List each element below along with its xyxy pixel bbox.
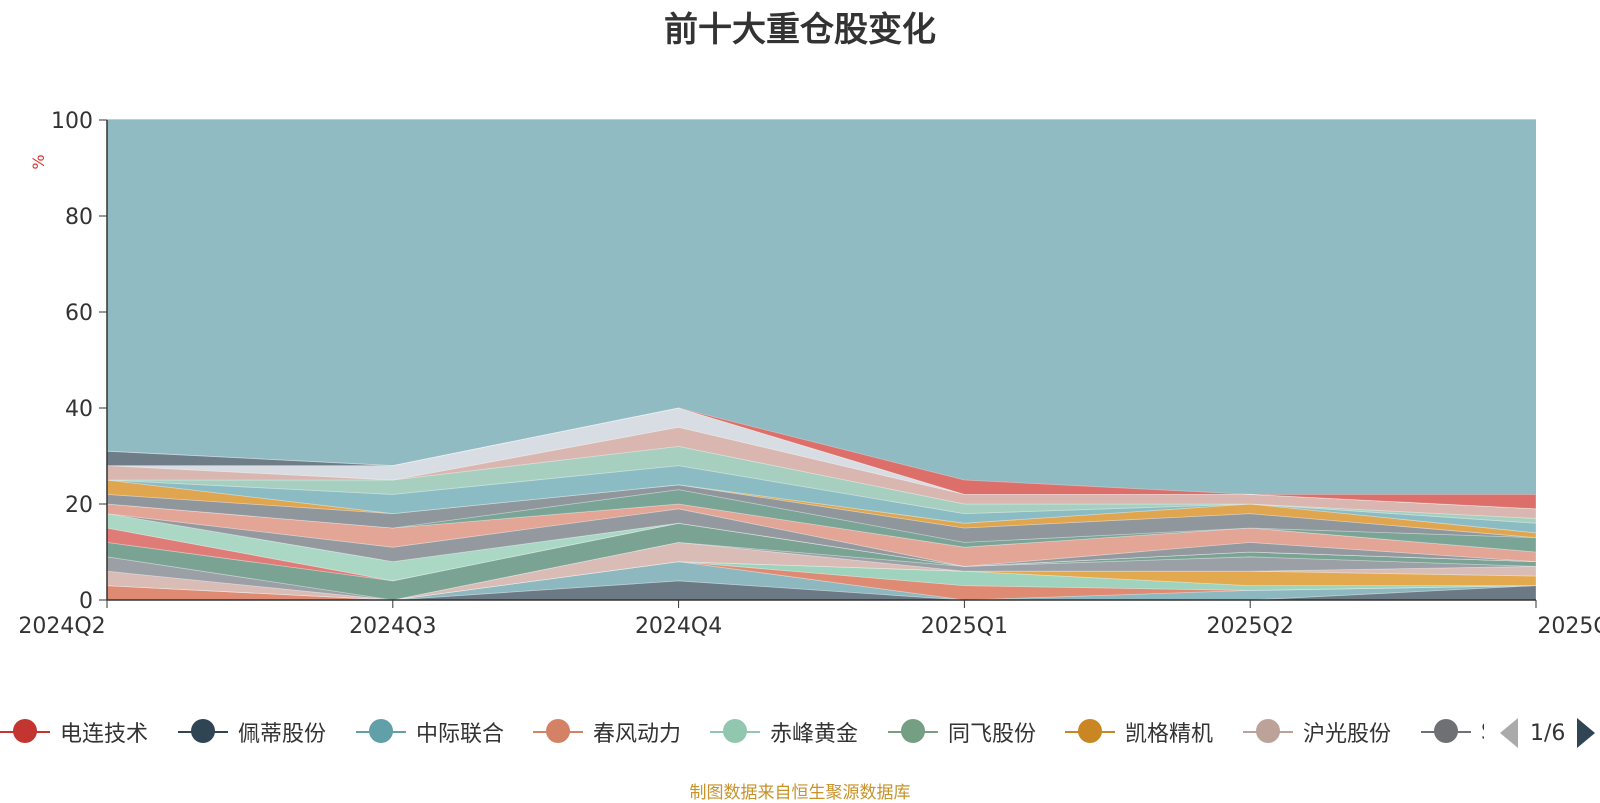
area-chart: 0 20 40 60 80 100 2024Q2 2024Q3 2024Q4 2025Q1 2025… xyxy=(18,109,1600,639)
chart-title: 前十大重仓股变化 xyxy=(664,10,936,50)
source-note: 制图数据来自恒生聚源数据库 xyxy=(689,783,911,803)
legend-line-icon xyxy=(356,719,406,743)
legend-label: 同飞股份 xyxy=(948,722,1037,747)
legend-marker-icon xyxy=(191,719,215,743)
legend-label: 佩蒂股份 xyxy=(238,722,327,747)
legend-line-icon xyxy=(533,719,583,743)
legend-label: 沪光股份 xyxy=(1303,722,1392,747)
y-tick-label: 100 xyxy=(51,109,93,134)
legend-marker-icon xyxy=(901,719,925,743)
legend-label: 中际联合 xyxy=(416,722,505,747)
legend-line-icon xyxy=(1421,719,1471,743)
legend-item[interactable]: 同飞股份 xyxy=(888,712,1036,752)
legend-prev-arrow-icon[interactable] xyxy=(1500,718,1518,748)
legend-item[interactable]: 赤峰黄金 xyxy=(710,712,858,752)
x-tick-label: 2025Q3 xyxy=(1537,614,1600,639)
x-tick-label: 2025Q2 xyxy=(1207,614,1294,639)
legend-label: S xyxy=(1481,720,1484,745)
legend-item[interactable]: 电连技术 xyxy=(0,712,148,752)
legend-item[interactable]: 中际联合 xyxy=(356,712,504,752)
legend-next-arrow-icon[interactable] xyxy=(1577,718,1596,748)
legend-item[interactable]: 佩蒂股份 xyxy=(178,712,326,752)
y-tick-label: 40 xyxy=(65,397,93,422)
legend-line-icon xyxy=(0,719,50,743)
y-tick-label: 20 xyxy=(65,493,93,518)
legend-item[interactable]: 春风动力 xyxy=(533,712,681,752)
legend-pager: 1/6 xyxy=(1500,716,1596,750)
axis-layer: 0 20 40 60 80 100 2024Q2 2024Q3 2024Q4 2025Q1 2025… xyxy=(18,109,1600,639)
legend-marker-icon xyxy=(546,719,570,743)
legend-marker-icon xyxy=(369,719,393,743)
x-tick-label: 2024Q4 xyxy=(635,614,722,639)
y-axis-unit-label: % xyxy=(29,154,48,169)
legend-marker-icon xyxy=(723,719,747,743)
legend-line-icon xyxy=(178,719,228,743)
legend-item[interactable]: S xyxy=(1421,712,1484,752)
y-tick-label: 80 xyxy=(65,205,93,230)
legend-item[interactable]: 沪光股份 xyxy=(1243,712,1391,752)
legend-marker-icon xyxy=(1256,719,1280,743)
legend-page-indicator: 1/6 xyxy=(1530,720,1566,746)
legend-line-icon xyxy=(710,719,760,743)
x-tick-label: 2025Q1 xyxy=(921,614,1008,639)
area-s20[interactable] xyxy=(106,407,1537,510)
legend-line-icon xyxy=(1065,719,1115,743)
legend-marker-icon xyxy=(1434,719,1458,743)
legend-label: 电连技术 xyxy=(60,722,149,747)
legend-marker-icon xyxy=(13,719,37,743)
legend-line-icon xyxy=(888,719,938,743)
legend: 电连技术 佩蒂股份 中际联合 春风动力 赤峰黄金 同飞股份 凯格精机 沪光股份 S xyxy=(0,712,1484,752)
area-s21[interactable] xyxy=(106,407,1537,510)
area-s14[interactable] xyxy=(106,484,1537,543)
legend-marker-icon xyxy=(1078,719,1102,743)
legend-label: 赤峰黄金 xyxy=(770,722,859,747)
y-tick-label: 0 xyxy=(79,589,93,614)
y-tick-label: 60 xyxy=(65,301,93,326)
legend-label: 凯格精机 xyxy=(1125,722,1214,747)
legend-label: 春风动力 xyxy=(593,722,682,747)
legend-item[interactable]: 凯格精机 xyxy=(1065,712,1213,752)
x-tick-label: 2024Q3 xyxy=(349,614,436,639)
legend-line-icon xyxy=(1243,719,1293,743)
x-tick-label: 2024Q2 xyxy=(18,614,105,639)
